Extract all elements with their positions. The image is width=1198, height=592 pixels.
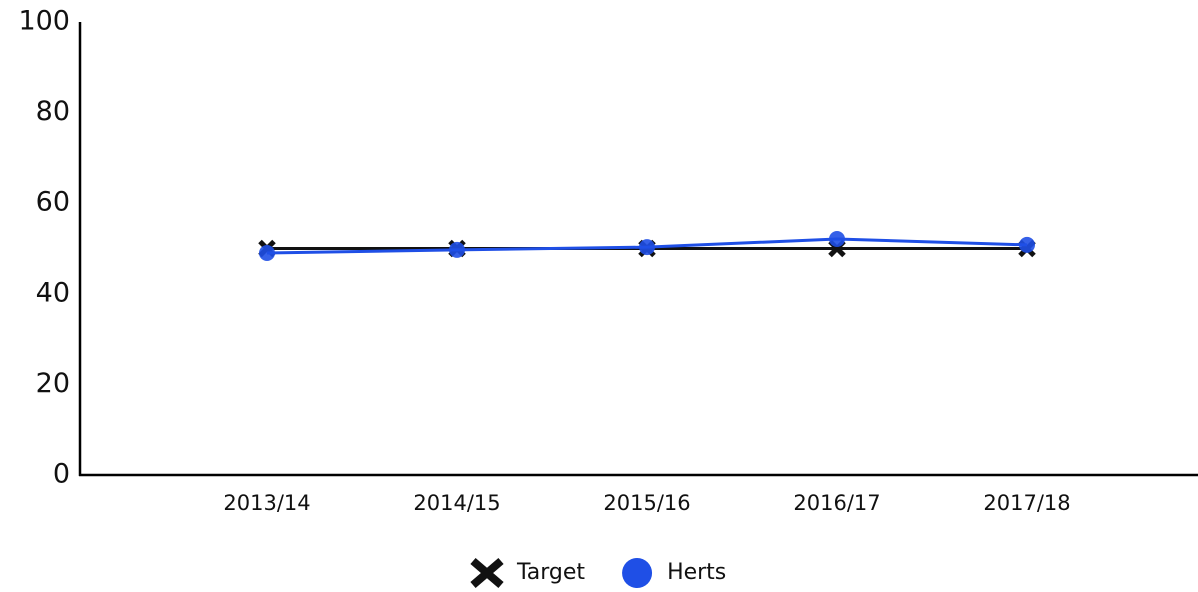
- marker: [259, 245, 275, 262]
- x-tick-label: 2015/16: [603, 491, 690, 515]
- x-tick-label: 2013/14: [223, 491, 310, 515]
- marker: [829, 230, 845, 247]
- marker: [449, 241, 465, 258]
- legend-symbol: [470, 557, 504, 589]
- legend-label: Target: [516, 560, 585, 585]
- y-tick-label: 0: [53, 459, 70, 490]
- y-tick-label: 60: [36, 187, 70, 218]
- x-tick-label: 2017/18: [983, 491, 1070, 515]
- marker: [1019, 236, 1035, 253]
- y-tick-label: 20: [36, 368, 70, 399]
- legend-item: Target: [470, 557, 585, 589]
- x-tick-label: 2016/17: [793, 491, 880, 515]
- marker: [639, 239, 655, 256]
- x-tick-label: 2014/15: [413, 491, 500, 515]
- legend-label: Herts: [667, 560, 726, 585]
- y-tick-label: 100: [18, 6, 70, 37]
- legend-symbol: [622, 558, 653, 588]
- legend-item: Herts: [622, 558, 726, 588]
- y-tick-label: 40: [36, 277, 70, 308]
- y-tick-label: 80: [36, 96, 70, 127]
